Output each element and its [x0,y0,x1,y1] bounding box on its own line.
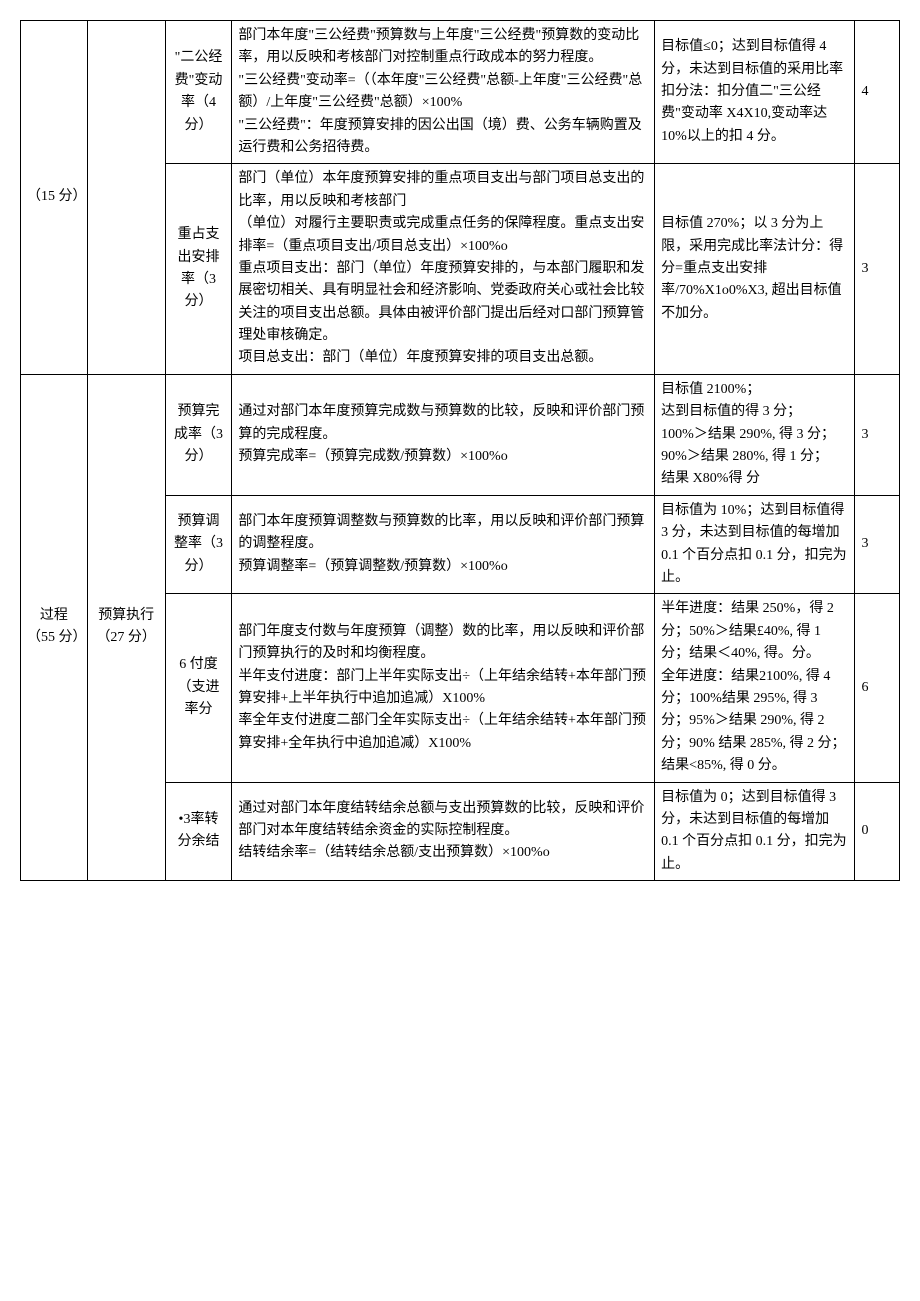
cell-description-2: 部门（单位）本年度预算安排的重点项目支出与部门项目总支出的比率，用以反映和考核部… [232,164,655,375]
table-row: 过程（55 分） 预算执行（27 分） 预算完成率（3 分） 通过对部门本年度预… [21,374,900,495]
cell-criteria-4: 目标值为 10%；达到目标值得 3 分，未达到目标值的每增加 0.1 个百分点扣… [655,495,855,594]
cell-indicator-5: 6 付度（支进率分 [165,594,232,782]
cell-subcategory-1 [87,21,165,375]
cell-criteria-2: 目标值 270%；以 3 分为上限，采用完成比率法计分：得分=重点支出安排率/7… [655,164,855,375]
cell-score-1: 4 [855,21,900,164]
cell-criteria-5: 半年进度：结果 250%，得 2 分；50%＞结果£40%, 得 1 分；结果＜… [655,594,855,782]
table-row: （15 分） "二公经费"变动率（4 分） 部门本年度"三公经费"预算数与上年度… [21,21,900,164]
cell-indicator-1: "二公经费"变动率（4 分） [165,21,232,164]
cell-criteria-3: 目标值 2100%；达到目标值的得 3 分；100%＞结果 290%, 得 3 … [655,374,855,495]
cell-score-6: 0 [855,782,900,881]
cell-description-5: 部门年度支付数与年度预算（调整）数的比率，用以反映和评价部门预算执行的及时和均衡… [232,594,655,782]
cell-score-5: 6 [855,594,900,782]
cell-indicator-6: •3率转分余结 [165,782,232,881]
cell-description-1: 部门本年度"三公经费"预算数与上年度"三公经费"预算数的变动比率，用以反映和考核… [232,21,655,164]
cell-indicator-2: 重占支出安排率（3 分） [165,164,232,375]
cell-description-6: 通过对部门本年度结转结余总额与支出预算数的比较，反映和评价部门对本年度结转结余资… [232,782,655,881]
cell-description-4: 部门本年度预算调整数与预算数的比率，用以反映和评价部门预算的调整程度。预算调整率… [232,495,655,594]
cell-score-3: 3 [855,374,900,495]
cell-criteria-1: 目标值≤0；达到目标值得 4 分，未达到目标值的采用比率扣分法：扣分值二"三公经… [655,21,855,164]
cell-criteria-6: 目标值为 0；达到目标值得 3 分，未达到目标值的每增加 0.1 个百分点扣 0… [655,782,855,881]
cell-category-2: 过程（55 分） [21,374,88,880]
cell-score-2: 3 [855,164,900,375]
cell-subcategory-2: 预算执行（27 分） [87,374,165,880]
cell-indicator-3: 预算完成率（3 分） [165,374,232,495]
evaluation-table: （15 分） "二公经费"变动率（4 分） 部门本年度"三公经费"预算数与上年度… [20,20,900,881]
cell-indicator-4: 预算调整率（3 分） [165,495,232,594]
cell-category-1: （15 分） [21,21,88,375]
cell-score-4: 3 [855,495,900,594]
cell-description-3: 通过对部门本年度预算完成数与预算数的比较，反映和评价部门预算的完成程度。预算完成… [232,374,655,495]
